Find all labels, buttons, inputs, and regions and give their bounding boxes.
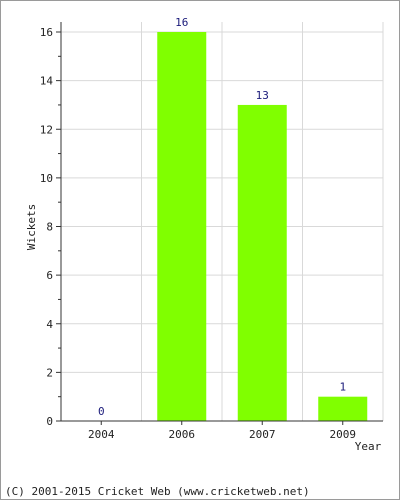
bar-2009 bbox=[318, 396, 368, 421]
bar-2007 bbox=[237, 104, 287, 421]
y-tick-label: 8 bbox=[46, 221, 53, 234]
data-label-2004: 0 bbox=[98, 405, 105, 418]
y-axis-label: Wickets bbox=[25, 204, 38, 250]
bars bbox=[157, 32, 368, 421]
footer-copyright: (C) 2001-2015 Cricket Web (www.cricketwe… bbox=[5, 485, 310, 498]
y-tick-label: 10 bbox=[40, 172, 53, 185]
axes bbox=[56, 22, 383, 425]
x-tick-label-2009: 2009 bbox=[330, 428, 357, 441]
x-tick-label-2007: 2007 bbox=[249, 428, 276, 441]
bar-2006 bbox=[157, 32, 207, 421]
y-tick-label: 0 bbox=[46, 415, 53, 428]
y-tick-label: 16 bbox=[40, 26, 53, 39]
y-tick-label: 2 bbox=[46, 366, 53, 379]
x-axis-label: Year bbox=[355, 440, 382, 453]
grid-lines bbox=[61, 22, 384, 421]
y-tick-label: 4 bbox=[46, 318, 53, 331]
data-label-2009: 1 bbox=[339, 381, 346, 394]
data-label-2007: 13 bbox=[256, 89, 269, 102]
x-tick-label-2004: 2004 bbox=[88, 428, 115, 441]
y-tick-label: 14 bbox=[40, 75, 54, 88]
data-label-2006: 16 bbox=[175, 16, 188, 29]
x-tick-label-2006: 2006 bbox=[169, 428, 196, 441]
y-tick-label: 12 bbox=[40, 123, 53, 136]
labels: 0 2 4 6 8 10 12 14 16 0 2004 16 2006 13 2007 1 2009 bbox=[40, 16, 356, 441]
y-tick-label: 6 bbox=[46, 269, 53, 282]
